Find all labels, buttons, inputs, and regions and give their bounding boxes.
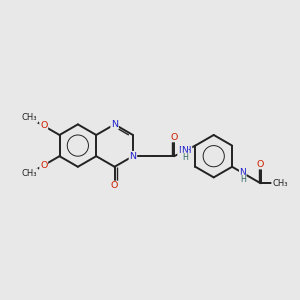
Text: H: H xyxy=(182,153,188,162)
Text: H: H xyxy=(240,175,246,184)
Text: O: O xyxy=(40,161,47,170)
Text: O: O xyxy=(111,182,118,190)
Text: O: O xyxy=(257,160,264,169)
Text: N: N xyxy=(182,146,188,155)
Text: CH₃: CH₃ xyxy=(22,113,38,122)
Text: N: N xyxy=(111,120,118,129)
Text: CH₃: CH₃ xyxy=(22,169,38,178)
Text: O: O xyxy=(170,133,178,142)
Text: N: N xyxy=(129,152,137,161)
Text: NH: NH xyxy=(178,146,191,155)
Text: CH₃: CH₃ xyxy=(272,179,287,188)
Text: N: N xyxy=(239,169,246,178)
Text: O: O xyxy=(40,122,47,130)
